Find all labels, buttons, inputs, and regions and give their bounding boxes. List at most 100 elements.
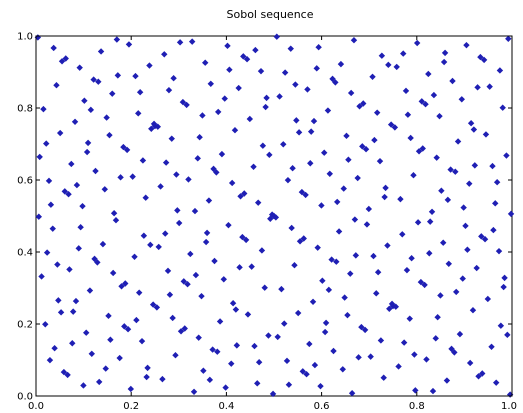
data-point [164, 267, 172, 275]
data-point [180, 278, 187, 285]
data-point [304, 86, 311, 93]
data-point [179, 98, 187, 106]
data-point [132, 72, 139, 80]
data-point [150, 120, 158, 128]
data-point [378, 52, 386, 59]
data-point [250, 163, 257, 170]
data-point [324, 107, 332, 114]
data-point [413, 39, 421, 47]
data-point [321, 328, 329, 336]
data-point [124, 326, 132, 333]
data-point [310, 117, 318, 125]
data-point [459, 275, 466, 282]
data-point [202, 238, 210, 246]
data-point [216, 318, 224, 325]
data-point [359, 143, 366, 150]
data-point [240, 53, 247, 60]
data-point [38, 273, 45, 280]
data-point [280, 141, 287, 148]
data-point [351, 216, 359, 223]
data-point [257, 67, 265, 75]
data-point [246, 115, 254, 123]
data-point [84, 139, 92, 147]
data-point [136, 89, 144, 96]
data-point [218, 150, 226, 158]
data-point [318, 202, 325, 209]
data-point [237, 193, 244, 200]
data-point [155, 243, 162, 251]
data-point [380, 374, 387, 381]
data-point [400, 50, 407, 57]
data-point [497, 322, 505, 329]
data-point [68, 160, 75, 168]
data-point [281, 320, 288, 327]
data-point [425, 70, 432, 78]
data-point [46, 356, 54, 364]
data-point [393, 63, 400, 71]
data-point [143, 373, 150, 381]
data-point [109, 90, 116, 97]
data-point [311, 361, 319, 369]
data-point [417, 278, 425, 286]
data-point [369, 73, 376, 80]
data-point [415, 148, 423, 155]
data-point [449, 77, 456, 85]
data-point [181, 325, 188, 332]
data-point [436, 112, 443, 120]
y-tick-label: 1.0 [17, 32, 33, 43]
data-point [361, 326, 369, 334]
data-point [426, 250, 433, 257]
data-point [110, 209, 118, 217]
data-point [272, 214, 280, 221]
data-point [254, 380, 261, 387]
data-point [428, 208, 436, 215]
data-point [106, 131, 113, 139]
data-point [120, 143, 127, 151]
data-point [307, 160, 314, 167]
data-point [486, 83, 493, 90]
data-point [77, 224, 84, 231]
data-point [488, 343, 495, 350]
data-point [102, 365, 109, 372]
data-point [83, 329, 90, 336]
data-point [55, 297, 62, 304]
data-point [71, 118, 79, 125]
data-point [443, 377, 451, 384]
data-point [500, 283, 507, 291]
data-point [329, 75, 336, 83]
data-point [289, 164, 296, 172]
data-point [117, 174, 124, 181]
data-point [307, 128, 315, 135]
data-point [454, 138, 462, 145]
data-point [185, 176, 192, 183]
data-point [57, 309, 65, 316]
data-point [299, 368, 306, 375]
data-point [196, 134, 203, 141]
data-point [347, 89, 355, 97]
data-point [300, 235, 307, 242]
data-point [412, 387, 419, 394]
data-point [466, 180, 473, 187]
data-point [133, 316, 140, 324]
data-point [122, 280, 129, 287]
data-point [113, 36, 121, 43]
data-point [464, 246, 471, 253]
data-point [269, 390, 277, 398]
data-point [187, 250, 194, 258]
data-point [64, 371, 71, 379]
data-point [225, 221, 232, 229]
data-point [83, 148, 91, 156]
data-point [345, 156, 352, 163]
data-point [90, 76, 97, 83]
data-point [62, 55, 69, 62]
data-point [172, 352, 179, 359]
data-point [387, 121, 395, 128]
data-point [367, 353, 374, 360]
data-point [207, 80, 214, 88]
data-point [371, 136, 378, 144]
data-point [402, 87, 410, 95]
data-point [293, 117, 300, 124]
data-point [135, 110, 142, 117]
plot-area: 0.0 0.2 0.4 0.6 0.8 1.0 0.0 0.2 0.4 0.6 0.8 1.0 [17, 32, 517, 413]
data-point [198, 292, 205, 300]
